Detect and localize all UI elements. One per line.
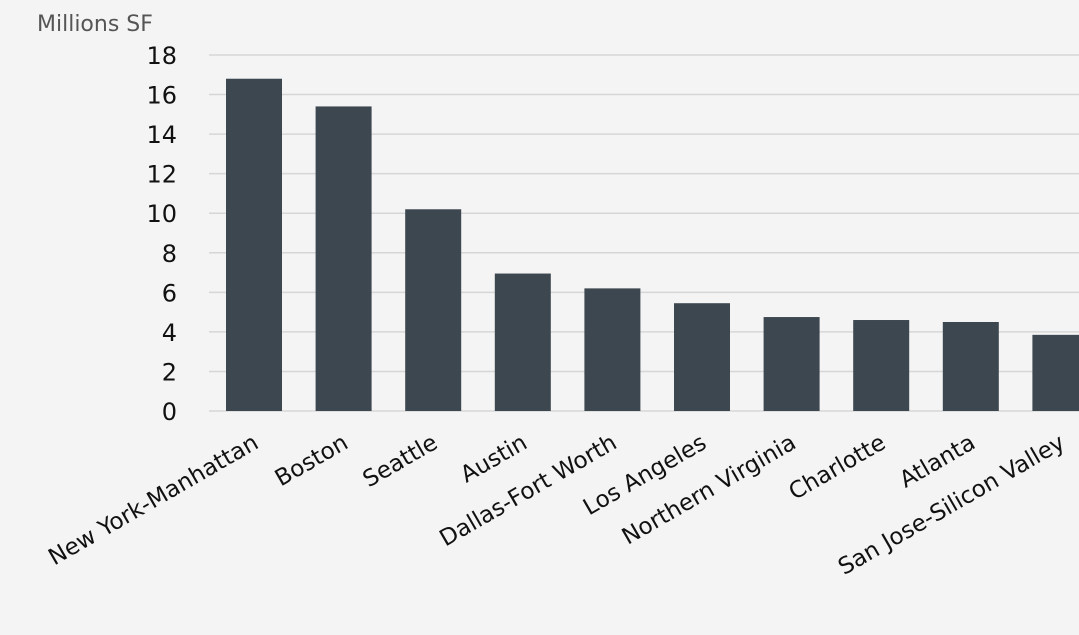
bars	[226, 78, 1079, 411]
bar-atlanta	[942, 322, 999, 411]
bar-charlotte	[853, 320, 910, 411]
bar-austin	[494, 273, 551, 411]
y-tick-label: 2	[162, 358, 177, 386]
y-tick-label: 0	[162, 398, 177, 426]
y-tick-label: 8	[162, 240, 177, 268]
bar-seattle	[405, 209, 462, 411]
x-category-label: Charlotte	[785, 430, 891, 506]
y-tick-label: 12	[146, 161, 177, 189]
y-axis-tick-labels: 0 2 4 6 8 10 12 14 16 18	[146, 42, 177, 426]
y-tick-label: 6	[162, 279, 177, 307]
y-tick-label: 10	[146, 200, 177, 228]
y-tick-label: 4	[162, 319, 177, 347]
bar-san-jose-silicon-valley	[1032, 334, 1079, 411]
y-tick-label: 14	[146, 121, 177, 149]
x-category-label: Seattle	[359, 430, 443, 493]
x-category-label: Boston	[271, 430, 353, 492]
x-axis-category-labels: New York-Manhattan Boston Seattle AustinDal…	[44, 430, 1069, 581]
y-axis-unit-label: Millions SF	[37, 12, 153, 37]
bar-dallas-fort-worth	[584, 288, 641, 411]
bar-boston	[315, 106, 372, 411]
y-tick-label: 18	[146, 42, 177, 70]
y-tick-label: 16	[146, 82, 177, 110]
bar-los-angeles	[674, 303, 730, 411]
x-category-label: New York-Manhattan	[44, 430, 263, 571]
bar-new-york-manhattan	[226, 78, 282, 411]
bar-northern-virginia	[763, 317, 820, 411]
